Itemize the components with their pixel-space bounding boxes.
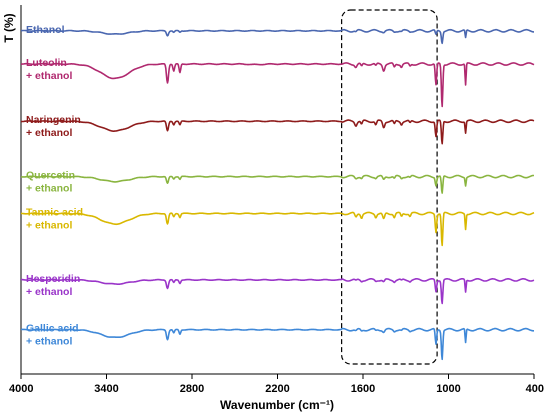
y-axis-title: T (%): [2, 13, 16, 42]
series-line-7: [20, 327, 535, 361]
series-line-4: [20, 174, 535, 194]
plot-frame: [20, 5, 534, 375]
series-label-3: Naringenin + ethanol: [26, 114, 81, 139]
x-tick-label-1600: 1600: [351, 383, 375, 395]
series-line-3: [20, 119, 535, 145]
series-line-1: [20, 28, 535, 45]
x-tick-layer: 4000 3400 2800 2200 1600 1000 400: [9, 374, 544, 395]
series-label-1: Ethanol: [26, 24, 65, 36]
x-tick-label-400: 400: [526, 383, 544, 395]
x-tick-label-1000: 1000: [436, 383, 460, 395]
series-line-5: [20, 211, 535, 247]
series-label-layer: Ethanol Luteolin + ethanol Naringenin + etha…: [26, 24, 83, 348]
series-label-7: Gallic acid + ethanol: [26, 323, 79, 348]
x-axis-title: Wavenumber (cm⁻¹): [220, 398, 334, 412]
highlight-layer: [341, 9, 438, 365]
x-tick-label-2200: 2200: [265, 383, 289, 395]
series-label-5: Tannic acid + ethanol: [26, 206, 83, 231]
x-tick-label-2800: 2800: [180, 383, 204, 395]
series-line-6: [20, 277, 535, 305]
series-label-6: Hesperidin + ethanol: [26, 273, 80, 298]
series-layer: [20, 28, 535, 361]
highlight-dashed-box: [341, 9, 438, 365]
x-tick-label-4000: 4000: [9, 383, 33, 395]
series-label-2: Luteolin + ethanol: [26, 57, 72, 82]
series-label-4: Quercetin + ethanol: [26, 170, 75, 195]
series-line-2: [20, 62, 535, 108]
x-tick-label-3400: 3400: [94, 383, 118, 395]
